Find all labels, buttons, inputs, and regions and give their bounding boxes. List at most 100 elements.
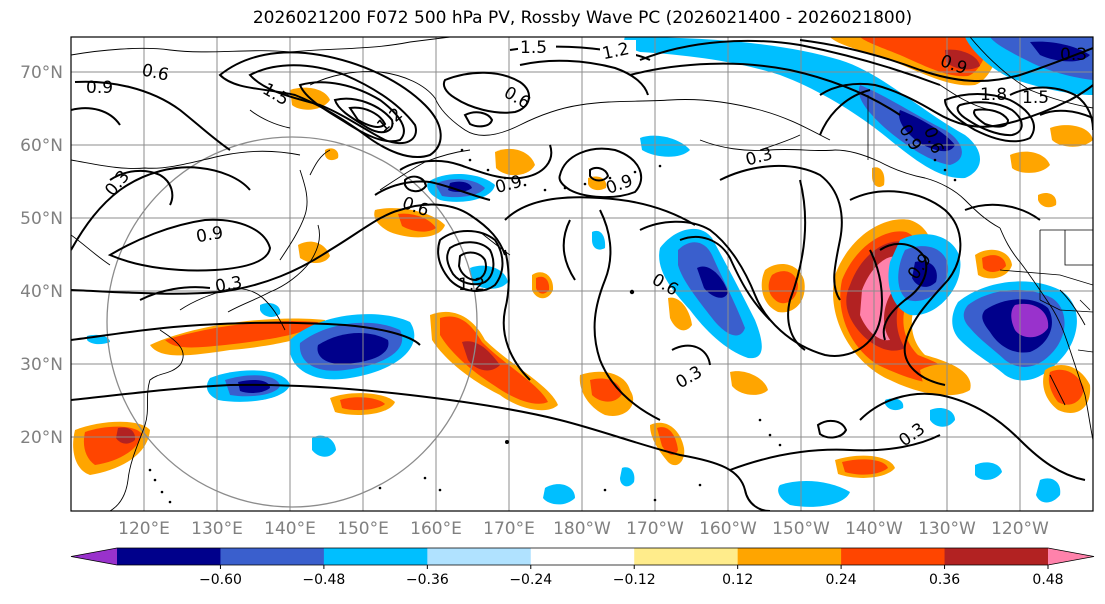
negative-anomaly-shading: [543, 484, 575, 505]
island: [608, 176, 612, 180]
colorbar-tick-label: −0.60: [199, 572, 242, 588]
pv-contour: [593, 209, 661, 421]
pv-contour: [816, 419, 848, 439]
pv-contour: [799, 39, 1093, 82]
positive-anomaly-shading: [668, 297, 692, 331]
positive-anomaly-shading: [495, 148, 535, 176]
pv-contour: [819, 89, 871, 136]
pv-contour: [1039, 109, 1093, 119]
negative-anomaly-shading: [640, 135, 690, 157]
coastline: [759, 134, 801, 151]
coastline: [71, 37, 451, 56]
colorbar-bin: [841, 548, 946, 565]
pv-contour: [333, 97, 394, 134]
contour-label: 0.9: [86, 78, 113, 98]
coastline: [699, 139, 836, 152]
pv-contour: [437, 230, 504, 292]
coastline: [969, 37, 1093, 109]
positive-anomaly-shading: [165, 320, 318, 348]
coastline: [309, 71, 581, 136]
coastline: [179, 288, 286, 331]
pv-contour: [71, 383, 771, 511]
island: [943, 168, 947, 172]
positive-anomaly-shading: [872, 167, 885, 187]
island-layer: [148, 148, 957, 504]
latitude-label: 70°N: [20, 63, 63, 83]
border-line: [1064, 230, 1093, 266]
coastline: [249, 109, 291, 129]
pv-contour: [859, 392, 1086, 481]
colorbar-bin: [737, 548, 842, 565]
pv-contour: [519, 59, 649, 96]
pv-contour: [457, 251, 487, 282]
negative-anomaly-shading: [312, 435, 336, 457]
pv-contour: [671, 344, 711, 366]
colorbar-extend-min: [71, 548, 117, 565]
pv-contour: [562, 219, 576, 281]
positive-anomaly-shading: [462, 341, 500, 371]
negative-anomaly-shading: [620, 467, 635, 487]
negative-anomaly-shading: [975, 462, 1002, 480]
pv-contour: [956, 101, 1023, 137]
pv-contour-layer: [71, 39, 1093, 511]
colorbar-bin: [944, 548, 1049, 565]
colorbar-bin: [530, 548, 635, 565]
coastline: [109, 329, 184, 511]
island: [438, 488, 442, 492]
graticule: [71, 37, 1093, 511]
island: [933, 158, 937, 162]
negative-anomaly-shading: [624, 37, 980, 179]
longitude-label: 170°W: [626, 519, 684, 539]
island: [468, 158, 472, 162]
colorbar-tick-label: 0.36: [929, 572, 960, 588]
longitude-label: 120°E: [118, 519, 170, 539]
coastline-layer: [71, 37, 1093, 511]
island: [953, 178, 957, 182]
pv-contour: [679, 235, 771, 321]
border-line: [999, 269, 1093, 286]
island: [698, 483, 702, 487]
island: [629, 289, 635, 295]
positive-anomaly-shading: [298, 241, 330, 264]
pv-contour: [374, 180, 491, 201]
distance-ring: [106, 136, 478, 508]
negative-anomaly-shading: [697, 266, 728, 298]
pv-contour: [558, 147, 643, 199]
pv-contour: [107, 218, 272, 272]
pv-contour: [71, 107, 121, 126]
pv-contour: [719, 165, 843, 301]
coastline: [834, 149, 1001, 229]
island: [603, 488, 607, 492]
pv-contour: [71, 321, 421, 346]
longitude-label: 150°E: [337, 519, 389, 539]
pv-contour: [71, 203, 506, 295]
contour-label: 1.2: [458, 275, 485, 295]
colorbar-tick-label: 0.24: [826, 572, 857, 588]
negative-anomaly-shading: [317, 333, 389, 365]
island: [505, 440, 509, 444]
map-title: 2026021200 F072 500 hPa PV, Rossby Wave …: [252, 8, 913, 28]
island: [658, 164, 662, 168]
coastline: [1059, 289, 1086, 326]
pv-contour: [463, 111, 494, 128]
positive-anomaly-shading: [982, 255, 1006, 272]
island: [543, 188, 547, 192]
positive-anomaly-shading: [730, 371, 768, 395]
negative-anomaly-shading: [930, 408, 955, 427]
map-content: 1.5 1.2 0.6 0.9 1.5 1.2 0.6 1.8 1.5 0.3 …: [71, 37, 1093, 511]
positive-anomaly-shading: [116, 427, 136, 444]
longitude-label: 170°E: [483, 519, 535, 539]
colorbar-bin: [427, 548, 532, 565]
island: [460, 148, 464, 152]
island: [168, 500, 172, 504]
pv-contour: [849, 190, 962, 386]
contour-label: 0.3: [214, 273, 244, 297]
longitude-label: 120°W: [991, 519, 1049, 539]
pv-contour: [218, 51, 442, 159]
longitude-label: 130°E: [191, 519, 243, 539]
island: [148, 468, 152, 472]
island: [778, 443, 782, 447]
colorbar-bin: [117, 548, 221, 565]
